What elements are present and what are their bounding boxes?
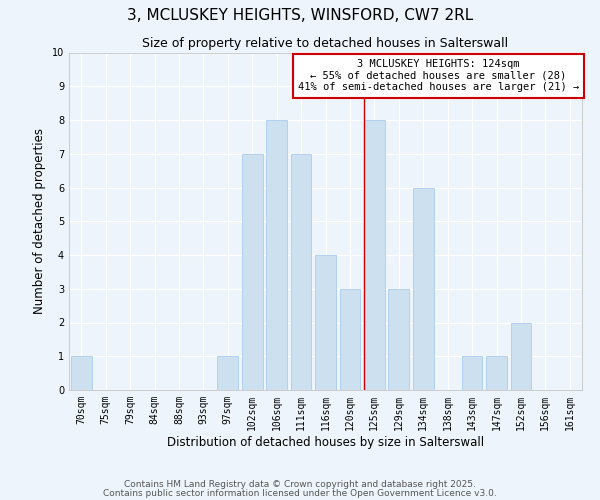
Bar: [511, 322, 532, 390]
Bar: [388, 289, 409, 390]
Bar: [413, 188, 434, 390]
Bar: [340, 289, 361, 390]
Text: Contains public sector information licensed under the Open Government Licence v3: Contains public sector information licen…: [103, 488, 497, 498]
Text: Contains HM Land Registry data © Crown copyright and database right 2025.: Contains HM Land Registry data © Crown c…: [124, 480, 476, 489]
Title: Size of property relative to detached houses in Salterswall: Size of property relative to detached ho…: [142, 37, 509, 50]
Bar: [364, 120, 385, 390]
Bar: [315, 255, 336, 390]
Bar: [486, 356, 507, 390]
Bar: [266, 120, 287, 390]
Y-axis label: Number of detached properties: Number of detached properties: [34, 128, 46, 314]
Bar: [290, 154, 311, 390]
Bar: [71, 356, 92, 390]
Text: 3, MCLUSKEY HEIGHTS, WINSFORD, CW7 2RL: 3, MCLUSKEY HEIGHTS, WINSFORD, CW7 2RL: [127, 8, 473, 22]
Bar: [217, 356, 238, 390]
Text: 3 MCLUSKEY HEIGHTS: 124sqm
← 55% of detached houses are smaller (28)
41% of semi: 3 MCLUSKEY HEIGHTS: 124sqm ← 55% of deta…: [298, 59, 579, 92]
Bar: [461, 356, 482, 390]
X-axis label: Distribution of detached houses by size in Salterswall: Distribution of detached houses by size …: [167, 436, 484, 448]
Bar: [242, 154, 263, 390]
